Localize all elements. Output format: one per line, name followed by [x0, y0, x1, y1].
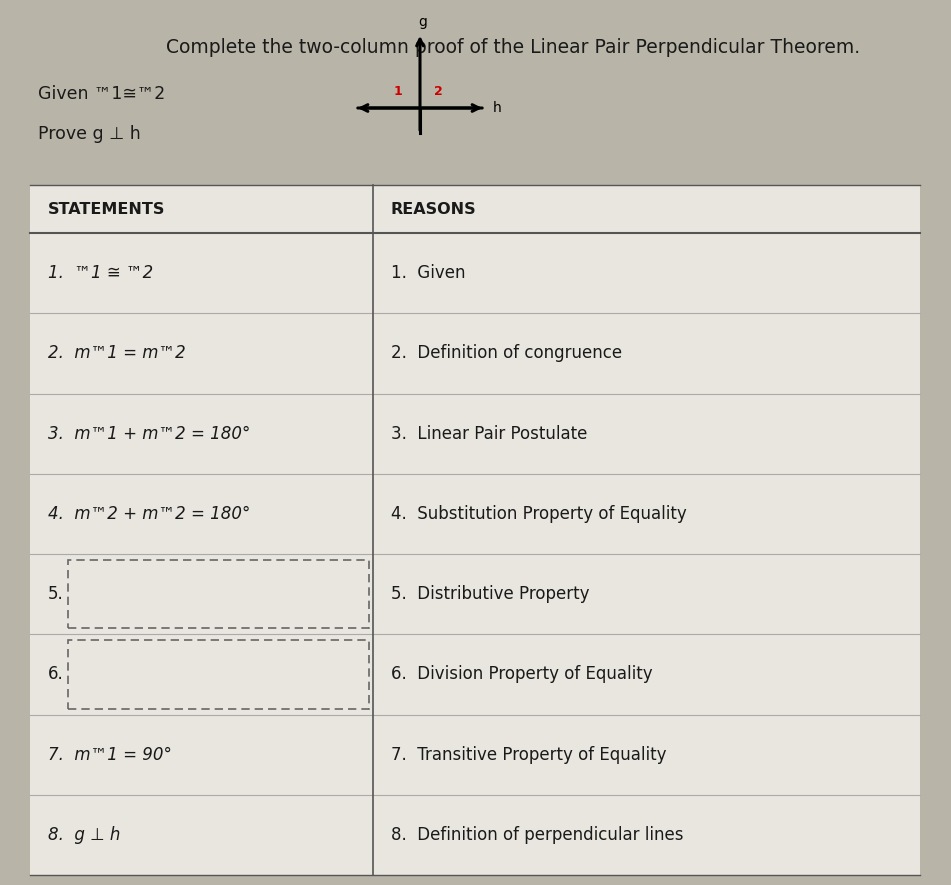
Text: 8.  Definition of perpendicular lines: 8. Definition of perpendicular lines — [391, 826, 683, 844]
Text: Prove g ⊥ h: Prove g ⊥ h — [38, 125, 141, 143]
Text: 8.  g ⊥ h: 8. g ⊥ h — [48, 826, 121, 844]
Text: 3.  Linear Pair Postulate: 3. Linear Pair Postulate — [391, 425, 587, 442]
FancyBboxPatch shape — [30, 185, 920, 875]
Text: 1: 1 — [394, 85, 402, 98]
Text: 1.  Given: 1. Given — [391, 264, 465, 282]
FancyBboxPatch shape — [68, 640, 369, 709]
FancyBboxPatch shape — [68, 560, 369, 628]
Text: 2.  Definition of congruence: 2. Definition of congruence — [391, 344, 622, 362]
Text: 4.  m™2 + m™2 = 180°: 4. m™2 + m™2 = 180° — [48, 504, 250, 523]
Text: 1.  ™1 ≅ ™2: 1. ™1 ≅ ™2 — [48, 264, 153, 282]
Text: h: h — [493, 101, 502, 115]
Text: 6.  Division Property of Equality: 6. Division Property of Equality — [391, 666, 652, 683]
Text: 6.: 6. — [48, 666, 64, 683]
Text: 7.  m™1 = 90°: 7. m™1 = 90° — [48, 746, 172, 764]
Text: 4.  Substitution Property of Equality: 4. Substitution Property of Equality — [391, 504, 687, 523]
Text: 7.  Transitive Property of Equality: 7. Transitive Property of Equality — [391, 746, 666, 764]
Text: REASONS: REASONS — [391, 202, 476, 217]
Text: Given ™1≅™2: Given ™1≅™2 — [38, 85, 165, 103]
Text: 3.  m™1 + m™2 = 180°: 3. m™1 + m™2 = 180° — [48, 425, 250, 442]
Text: g: g — [418, 15, 427, 29]
Text: 5.: 5. — [48, 585, 64, 603]
Text: 2: 2 — [434, 85, 442, 98]
Text: Complete the two-column proof of the Linear Pair Perpendicular Theorem.: Complete the two-column proof of the Lin… — [166, 38, 861, 57]
Text: 5.  Distributive Property: 5. Distributive Property — [391, 585, 590, 603]
Text: STATEMENTS: STATEMENTS — [48, 202, 165, 217]
Text: 2.  m™1 = m™2: 2. m™1 = m™2 — [48, 344, 185, 362]
